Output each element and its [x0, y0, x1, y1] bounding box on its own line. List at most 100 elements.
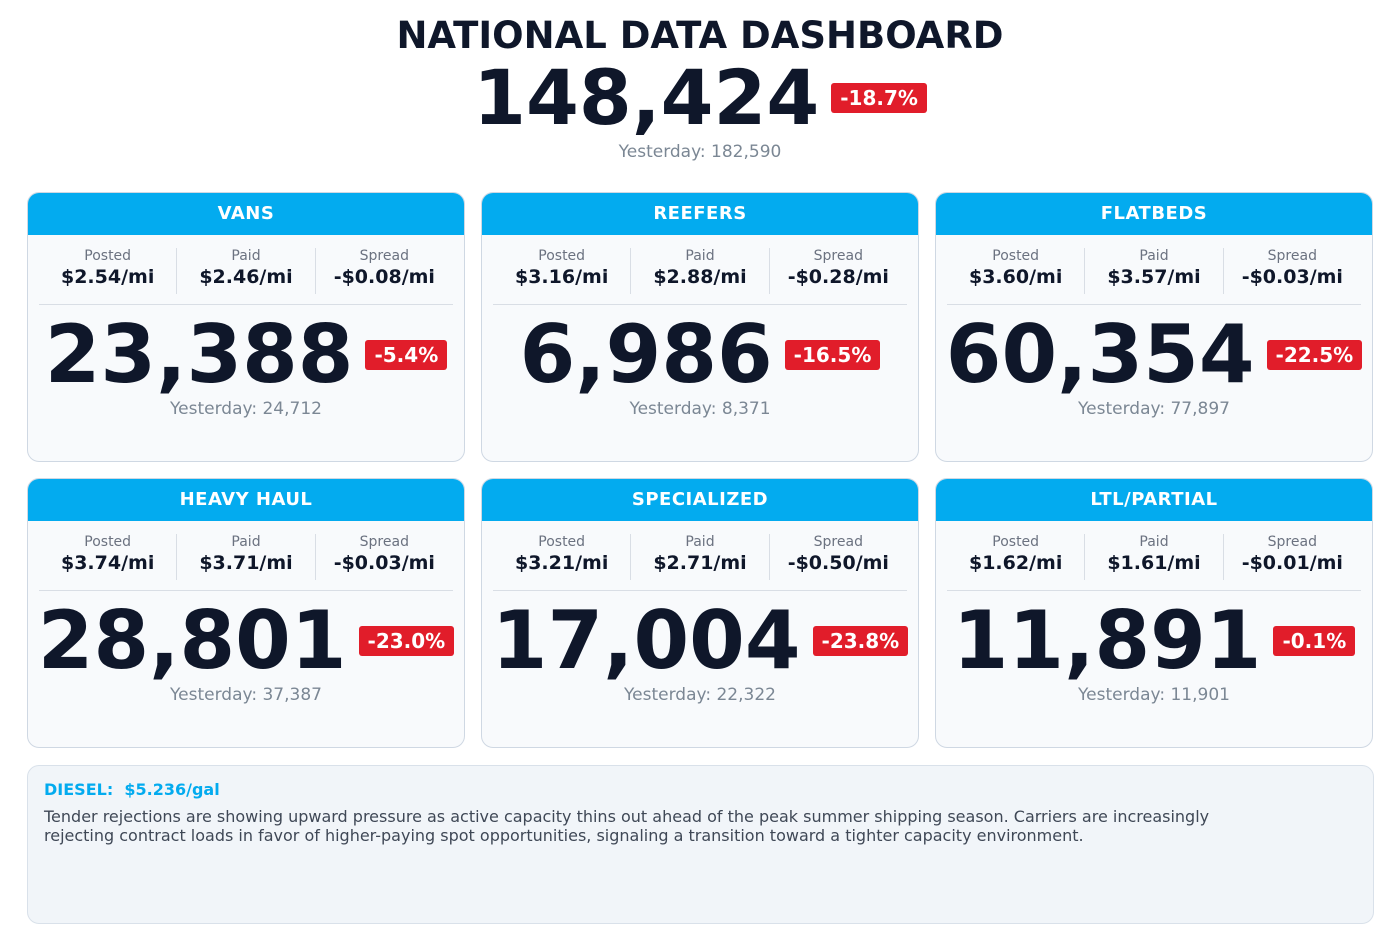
- stat-value: -$0.03/mi: [333, 552, 435, 574]
- stat: Spread -$0.03/mi: [1222, 248, 1361, 294]
- stat-label: Spread: [1267, 534, 1317, 550]
- stat-value: -$0.08/mi: [333, 266, 435, 288]
- stat-value: $3.60/mi: [968, 266, 1063, 288]
- stat: Spread -$0.08/mi: [314, 248, 453, 294]
- stat-label: Spread: [813, 248, 863, 264]
- stat: Paid $1.61/mi: [1084, 534, 1222, 580]
- stat-value: $1.61/mi: [1107, 552, 1201, 574]
- stat-value: $3.21/mi: [514, 552, 609, 574]
- change-badge: -18.7%: [831, 83, 927, 113]
- card: LTL/PARTIAL Posted $1.62/mi Paid $1.61/mi Spr…: [935, 478, 1373, 748]
- yesterday: Yesterday: 24,712: [170, 399, 322, 419]
- stat: Paid $2.46/mi: [176, 248, 314, 294]
- card-title: VANS: [28, 193, 464, 235]
- card-title: FLATBEDS: [936, 193, 1372, 235]
- card-title: REEFERS: [482, 193, 918, 235]
- stat: Spread -$0.28/mi: [768, 248, 907, 294]
- stats: Posted $1.62/mi Paid $1.61/mi Spread -$0.01/m…: [947, 534, 1361, 591]
- main-row: 17,004 -23.8%: [482, 591, 918, 691]
- card-grid: VANS Posted $2.54/mi Paid $2.46/mi Spread -$0.…: [27, 192, 1373, 748]
- stat-label: Paid: [231, 248, 261, 264]
- stat: Posted $1.62/mi: [947, 534, 1084, 580]
- yesterday: Yesterday: 22,322: [624, 685, 776, 705]
- change-badge: -5.4%: [365, 340, 448, 370]
- stat-label: Paid: [231, 534, 261, 550]
- total-row: 148,424 -18.7%: [0, 58, 1400, 138]
- stat-label: Posted: [538, 534, 586, 550]
- stat: Paid $3.71/mi: [176, 534, 314, 580]
- stat-label: Spread: [813, 534, 863, 550]
- stat-label: Paid: [1139, 534, 1169, 550]
- stats: Posted $3.60/mi Paid $3.57/mi Spread -$0.03/m…: [947, 248, 1361, 305]
- stat: Posted $3.74/mi: [39, 534, 176, 580]
- card: VANS Posted $2.54/mi Paid $2.46/mi Spread -$0.…: [27, 192, 465, 462]
- change-badge: -22.5%: [1266, 340, 1363, 370]
- note-value: $5.236/gal: [124, 780, 220, 799]
- count: 11,891: [952, 594, 1262, 687]
- main-row: 6,986 -16.5%: [482, 305, 918, 405]
- stat-label: Spread: [359, 534, 409, 550]
- stats: Posted $3.21/mi Paid $2.71/mi Spread -$0.50/m…: [493, 534, 907, 591]
- stat: Paid $2.71/mi: [630, 534, 768, 580]
- card: FLATBEDS Posted $3.60/mi Paid $3.57/mi Spread…: [935, 192, 1373, 462]
- header: NATIONAL DATA DASHBOARD 148,424 -18.7% Y…: [0, 14, 1400, 162]
- stat-value: -$0.01/mi: [1241, 552, 1343, 574]
- stat-value: $2.88/mi: [653, 266, 747, 288]
- stat: Spread -$0.01/mi: [1222, 534, 1361, 580]
- change-badge: -23.0%: [358, 626, 455, 656]
- stat-value: $1.62/mi: [968, 552, 1063, 574]
- stats: Posted $2.54/mi Paid $2.46/mi Spread -$0.08/m…: [39, 248, 453, 305]
- note: DIESEL: $5.236/gal Tender rejections are…: [27, 765, 1374, 924]
- main-row: 28,801 -23.0%: [28, 591, 464, 691]
- card-title: HEAVY HAUL: [28, 479, 464, 521]
- count: 28,801: [37, 594, 347, 687]
- stat-value: -$0.03/mi: [1241, 266, 1343, 288]
- stat-label: Posted: [84, 248, 132, 264]
- stat-value: -$0.50/mi: [787, 552, 889, 574]
- stat-label: Paid: [685, 534, 715, 550]
- count: 17,004: [491, 594, 801, 687]
- note-text: Tender rejections are showing upward pre…: [44, 807, 1210, 845]
- stat-value: $3.57/mi: [1107, 266, 1201, 288]
- stats: Posted $3.16/mi Paid $2.88/mi Spread -$0.28/m…: [493, 248, 907, 305]
- count: 60,354: [945, 308, 1255, 401]
- card: SPECIALIZED Posted $3.21/mi Paid $2.71/mi Spr…: [481, 478, 919, 748]
- stat-value: $3.74/mi: [60, 552, 155, 574]
- main-row: 23,388 -5.4%: [28, 305, 464, 405]
- note-label: DIESEL:: [44, 780, 114, 799]
- yesterday: Yesterday: 8,371: [629, 399, 771, 419]
- stat-label: Paid: [1139, 248, 1169, 264]
- change-badge: -0.1%: [1273, 626, 1356, 656]
- stat: Posted $3.16/mi: [493, 248, 630, 294]
- yesterday: Yesterday: 182,590: [618, 142, 782, 162]
- stat-label: Spread: [359, 248, 409, 264]
- yesterday: Yesterday: 77,897: [1078, 399, 1230, 419]
- count: 6,986: [519, 308, 773, 401]
- stat: Spread -$0.50/mi: [768, 534, 907, 580]
- stat: Spread -$0.03/mi: [314, 534, 453, 580]
- note-head: DIESEL: $5.236/gal: [44, 780, 1357, 799]
- total: 148,424: [473, 53, 820, 142]
- card-title: LTL/PARTIAL: [936, 479, 1372, 521]
- stat-value: $2.54/mi: [60, 266, 155, 288]
- yesterday: Yesterday: 11,901: [1078, 685, 1230, 705]
- stat-label: Posted: [538, 248, 586, 264]
- stat-value: $3.16/mi: [514, 266, 609, 288]
- main-row: 11,891 -0.1%: [936, 591, 1372, 691]
- stat-value: $2.46/mi: [199, 266, 293, 288]
- stat: Posted $2.54/mi: [39, 248, 176, 294]
- card-title: SPECIALIZED: [482, 479, 918, 521]
- count: 23,388: [44, 308, 354, 401]
- title: NATIONAL DATA DASHBOARD: [396, 14, 1004, 57]
- stat: Paid $3.57/mi: [1084, 248, 1222, 294]
- stat-label: Paid: [685, 248, 715, 264]
- stat-label: Spread: [1267, 248, 1317, 264]
- card: REEFERS Posted $3.16/mi Paid $2.88/mi Spread -…: [481, 192, 919, 462]
- stat-label: Posted: [84, 534, 132, 550]
- change-badge: -23.8%: [812, 626, 909, 656]
- yesterday: Yesterday: 37,387: [170, 685, 322, 705]
- stat-value: $2.71/mi: [653, 552, 747, 574]
- stat: Posted $3.60/mi: [947, 248, 1084, 294]
- stats: Posted $3.74/mi Paid $3.71/mi Spread -$0.03/m…: [39, 534, 453, 591]
